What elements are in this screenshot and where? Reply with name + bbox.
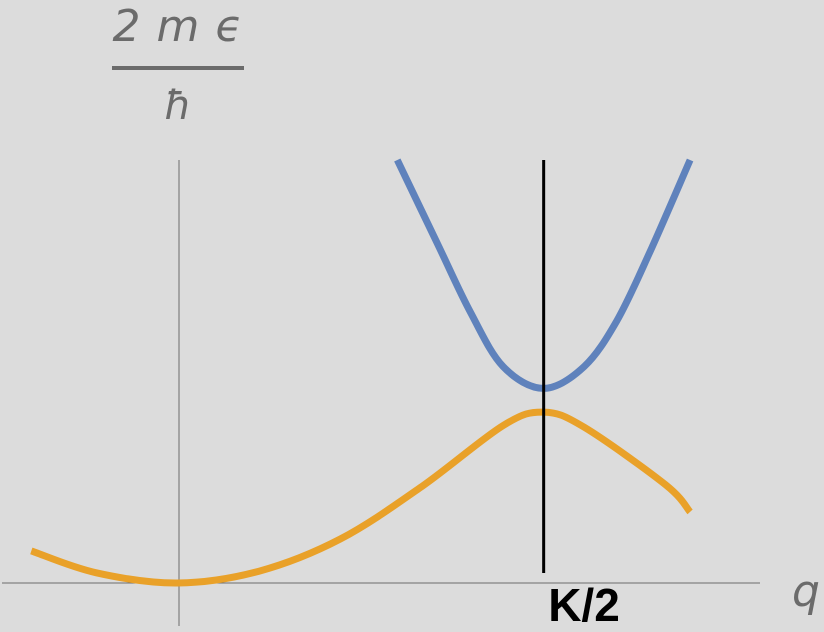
lower-band-line: [30, 408, 693, 587]
y-axis-label-numerator: 2 m ϵ: [112, 1, 244, 52]
x-axis-label: q: [792, 566, 820, 617]
fraction-bar: [112, 66, 244, 70]
series-layer: [30, 158, 694, 587]
y-axis-label-denominator: ħ: [164, 83, 192, 129]
y-axis-label: 2 m ϵ ħ: [112, 2, 244, 130]
k-half-marker-label: K/2: [548, 579, 620, 631]
